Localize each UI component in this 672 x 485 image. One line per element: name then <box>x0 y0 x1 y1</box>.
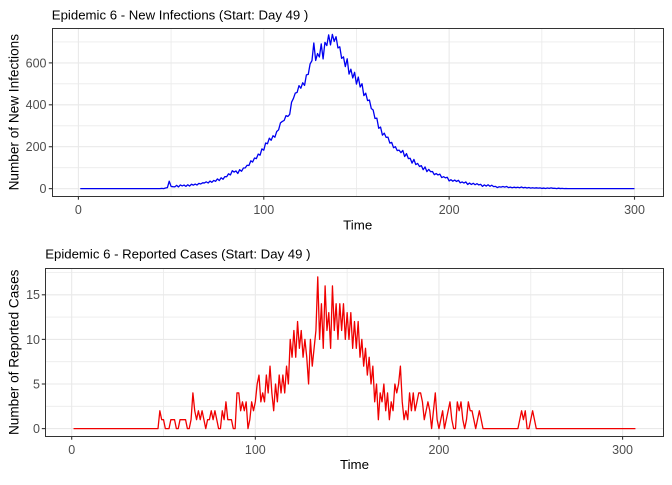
svg-text:300: 300 <box>624 203 645 217</box>
svg-text:Time: Time <box>340 457 369 472</box>
svg-text:200: 200 <box>26 140 47 154</box>
svg-text:0: 0 <box>40 182 47 196</box>
svg-text:15: 15 <box>26 288 40 302</box>
svg-text:200: 200 <box>439 203 460 217</box>
svg-text:5: 5 <box>33 377 40 391</box>
svg-text:10: 10 <box>26 333 40 347</box>
svg-text:0: 0 <box>33 422 40 436</box>
svg-text:0: 0 <box>68 443 75 457</box>
svg-text:600: 600 <box>26 56 47 70</box>
svg-text:200: 200 <box>429 443 450 457</box>
svg-text:Epidemic 6 - Reported Cases (S: Epidemic 6 - Reported Cases (Start: Day … <box>45 247 310 262</box>
svg-text:300: 300 <box>612 443 633 457</box>
svg-text:100: 100 <box>245 443 266 457</box>
svg-text:Number of Reported Cases: Number of Reported Cases <box>7 269 22 435</box>
svg-text:100: 100 <box>253 203 274 217</box>
svg-text:400: 400 <box>26 98 47 112</box>
svg-text:Epidemic 6 - New Infections (S: Epidemic 6 - New Infections (Start: Day … <box>52 7 309 22</box>
svg-text:0: 0 <box>75 203 82 217</box>
svg-text:Number of New Infections: Number of New Infections <box>7 34 22 191</box>
svg-text:Time: Time <box>343 217 372 232</box>
